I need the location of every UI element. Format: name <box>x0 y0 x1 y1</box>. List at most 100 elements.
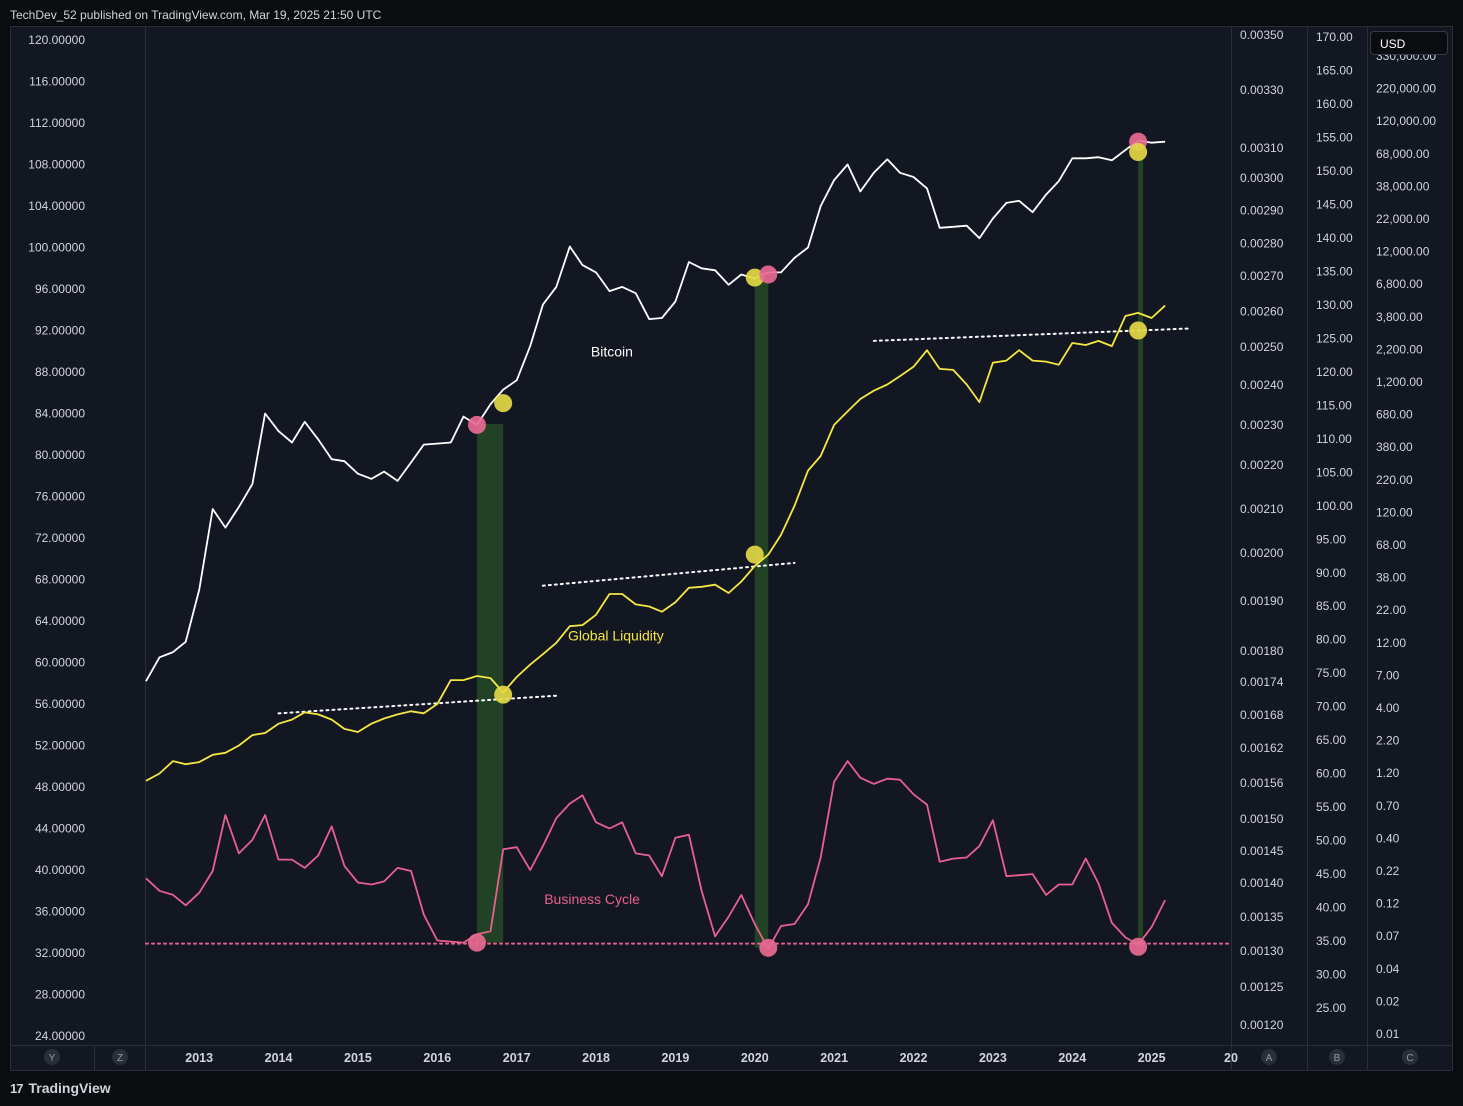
a-tick-label: 0.00260 <box>1240 305 1284 319</box>
pink-signal-marker <box>467 933 486 952</box>
axis-button-circle <box>1402 1049 1418 1065</box>
y-tick-label: 32.00000 <box>35 946 85 960</box>
b-tick-label: 120.00 <box>1316 365 1353 379</box>
x-tick-label: 2015 <box>344 1051 372 1065</box>
axis-button-z[interactable]: Z <box>112 1049 128 1065</box>
a-tick-label: 0.00250 <box>1240 340 1284 354</box>
c-tick-label: 220.00 <box>1376 473 1413 487</box>
currency-button[interactable]: USD <box>1370 31 1448 55</box>
a-tick-label: 0.00125 <box>1240 980 1284 994</box>
axis-button-a[interactable]: A <box>1261 1049 1277 1065</box>
c-tick-label: 0.01 <box>1376 1027 1400 1041</box>
c-tick-label: 2,200.00 <box>1376 342 1423 356</box>
a-tick-label: 0.00120 <box>1240 1018 1284 1032</box>
a-tick-label: 0.00150 <box>1240 812 1284 826</box>
axis-button-label: Z <box>117 1053 123 1064</box>
green-band-0 <box>476 423 504 943</box>
chart-frame <box>10 26 1453 1071</box>
green-band-1 <box>754 280 769 948</box>
x-tick-label: 2025 <box>1138 1051 1166 1065</box>
business-cycle-label: Business Cycle <box>544 891 640 907</box>
y-tick-label: 112.00000 <box>29 116 85 130</box>
b-tick-label: 25.00 <box>1316 1001 1346 1015</box>
a-tick-label: 0.00210 <box>1240 502 1284 516</box>
axis-button-c[interactable]: C <box>1402 1049 1418 1065</box>
y-tick-label: 104.00000 <box>28 199 85 213</box>
b-tick-label: 130.00 <box>1316 298 1353 312</box>
c-tick-label: 4.00 <box>1376 701 1400 715</box>
pink-signal-marker <box>759 265 778 284</box>
axis-button-circle <box>44 1049 60 1065</box>
x-tick-label: 2022 <box>900 1051 928 1065</box>
b-tick-label: 35.00 <box>1316 934 1346 948</box>
c-tick-label: 680.00 <box>1376 408 1413 422</box>
axis-button-label: A <box>1266 1053 1273 1064</box>
y-tick-label: 76.00000 <box>35 490 85 504</box>
x-tick-label: 2023 <box>979 1051 1007 1065</box>
y-tick-label: 40.00000 <box>35 863 85 877</box>
panel-dividers <box>10 27 1453 1071</box>
a-tick-label: 0.00220 <box>1240 458 1284 472</box>
a-tick-label: 0.00174 <box>1240 675 1284 689</box>
y-tick-label: 28.00000 <box>35 988 85 1002</box>
c-tick-label: 22,000.00 <box>1376 212 1430 226</box>
c-tick-label: 0.70 <box>1376 799 1400 813</box>
a-tick-label: 0.00310 <box>1240 141 1284 155</box>
c-tick-label: 68.00 <box>1376 538 1406 552</box>
c-tick-label: 120,000.00 <box>1376 114 1436 128</box>
y-tick-label: 108.00000 <box>28 158 85 172</box>
y-tick-label: 68.00000 <box>35 573 85 587</box>
a-tick-label: 0.00240 <box>1240 378 1284 392</box>
c-tick-label: 38,000.00 <box>1376 179 1430 193</box>
c-tick-label: 6,800.00 <box>1376 277 1423 291</box>
b-tick-label: 170.00 <box>1316 30 1353 44</box>
axis-button-y[interactable]: Y <box>44 1049 60 1065</box>
yellow-signal-marker <box>1129 143 1148 162</box>
b-tick-label: 75.00 <box>1316 666 1346 680</box>
b-tick-label: 100.00 <box>1316 499 1353 513</box>
b-tick-label: 160.00 <box>1316 97 1353 111</box>
x-tick-label: 2013 <box>185 1051 213 1065</box>
b-tick-label: 30.00 <box>1316 968 1346 982</box>
axis-button-label: C <box>1406 1053 1413 1064</box>
a-tick-label: 0.00230 <box>1240 418 1284 432</box>
a-tick-label: 0.00180 <box>1240 644 1284 658</box>
b-tick-label: 125.00 <box>1316 331 1353 345</box>
a-tick-label: 0.00140 <box>1240 876 1284 890</box>
a-tick-label: 0.00330 <box>1240 83 1284 97</box>
c-axis-labels: 330,000.00220,000.00120,000.0068,000.003… <box>1376 49 1436 1041</box>
b-tick-label: 105.00 <box>1316 465 1353 479</box>
a-tick-label: 0.00190 <box>1240 594 1284 608</box>
white-dotted-trendline-1 <box>541 561 796 587</box>
y-tick-label: 88.00000 <box>35 365 85 379</box>
y-tick-label: 36.00000 <box>35 905 85 919</box>
tradingview-footer[interactable]: 17 TradingView <box>10 1080 111 1096</box>
c-tick-label: 0.22 <box>1376 864 1400 878</box>
c-tick-label: 0.40 <box>1376 831 1400 845</box>
pink-signal-marker <box>467 415 486 434</box>
white-dotted-trendline-0 <box>277 694 558 715</box>
c-tick-label: 0.12 <box>1376 897 1400 911</box>
series-labels: Bitcoin Global Liquidity Business Cycle <box>544 343 664 907</box>
b-tick-label: 70.00 <box>1316 700 1346 714</box>
a-tick-label: 0.00350 <box>1240 28 1284 42</box>
yellow-signal-marker <box>745 545 764 564</box>
y-axis-labels: 120.00000 116.00000 112.00000 108.00000 104.… <box>28 33 85 1043</box>
c-tick-label: 38.00 <box>1376 571 1406 585</box>
b-tick-label: 150.00 <box>1316 164 1353 178</box>
b-tick-label: 155.00 <box>1316 130 1353 144</box>
c-tick-label: 0.04 <box>1376 962 1400 976</box>
y-tick-label: 56.00000 <box>35 697 85 711</box>
axis-button-b[interactable]: B <box>1329 1049 1345 1065</box>
trendlines <box>145 327 1232 945</box>
brand-name: TradingView <box>28 1080 111 1096</box>
b-tick-label: 40.00 <box>1316 901 1346 915</box>
x-tick-label: 2019 <box>661 1051 689 1065</box>
c-tick-label: 7.00 <box>1376 668 1400 682</box>
c-tick-label: 380.00 <box>1376 440 1413 454</box>
b-tick-label: 65.00 <box>1316 733 1346 747</box>
a-tick-label: 0.00145 <box>1240 844 1284 858</box>
b-tick-label: 145.00 <box>1316 197 1353 211</box>
